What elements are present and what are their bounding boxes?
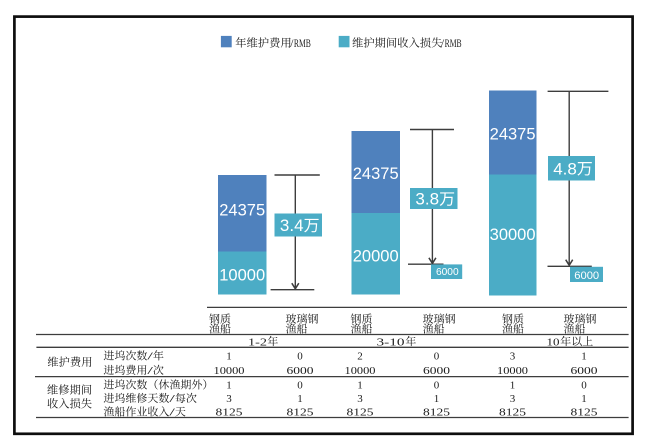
svg-text:3: 3 [510,393,516,405]
svg-text:3.8: 3.8 [415,190,439,209]
svg-text:8125: 8125 [571,407,599,419]
svg-text:1: 1 [434,393,440,405]
svg-text:20000: 20000 [353,248,399,266]
svg-text:30000: 30000 [490,226,536,244]
svg-text:1: 1 [297,393,303,405]
svg-text:0: 0 [297,380,303,392]
svg-text:1: 1 [357,380,363,392]
svg-text:6000: 6000 [574,270,599,282]
svg-text:8125: 8125 [423,407,451,419]
svg-text:1: 1 [510,380,516,392]
svg-text:1: 1 [226,380,232,392]
svg-text:/: / [169,407,176,419]
svg-text:8125: 8125 [216,407,244,419]
svg-text:/: / [290,38,294,50]
svg-text:6000: 6000 [436,267,459,278]
svg-text:3-10: 3-10 [377,336,406,348]
svg-text:/: / [147,365,154,377]
svg-text:10000: 10000 [214,365,246,377]
svg-text:10000: 10000 [497,365,529,377]
svg-text:/: / [169,393,176,405]
svg-text:0: 0 [581,380,587,392]
svg-text:6000: 6000 [423,365,451,377]
svg-text:/: / [147,351,154,363]
svg-text:10000: 10000 [345,365,377,377]
svg-text:2: 2 [357,351,363,363]
svg-text:3: 3 [357,393,363,405]
svg-text:3: 3 [226,393,232,405]
svg-text:4.8: 4.8 [553,159,577,178]
svg-text:24375: 24375 [219,201,265,219]
svg-text:3.4: 3.4 [280,216,304,235]
svg-text:/: / [441,38,445,50]
svg-text:1: 1 [581,351,587,363]
svg-text:24375: 24375 [490,125,536,143]
svg-text:1: 1 [226,351,232,363]
svg-text:10000: 10000 [219,266,265,284]
svg-text:3: 3 [510,351,516,363]
svg-text:0: 0 [434,380,440,392]
svg-text:8125: 8125 [287,407,315,419]
svg-text:6000: 6000 [287,365,315,377]
svg-text:RMB: RMB [294,38,311,50]
svg-text:6000: 6000 [571,365,599,377]
svg-text:8125: 8125 [347,407,375,419]
svg-text:0: 0 [297,351,303,363]
svg-text:24375: 24375 [353,165,399,183]
svg-text:8125: 8125 [499,407,527,419]
svg-text:RMB: RMB [445,38,462,50]
svg-text:1: 1 [581,393,587,405]
svg-text:10: 10 [547,336,561,348]
svg-text:1-2: 1-2 [248,336,267,348]
svg-text:0: 0 [434,351,440,363]
